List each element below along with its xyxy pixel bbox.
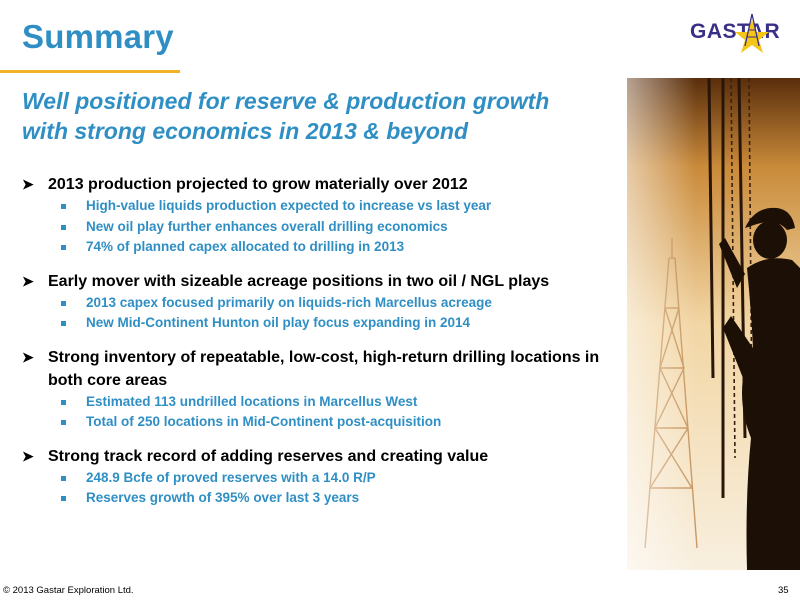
sub-bullet-item: Reserves growth of 395% over last 3 year… <box>22 488 622 509</box>
sub-bullet-text: 74% of planned capex allocated to drilli… <box>86 239 405 254</box>
square-bullet-icon <box>61 245 66 250</box>
slide-title: Summary <box>22 18 174 55</box>
sub-bullet-text: 248.9 Bcfe of proved reserves with a 14.… <box>86 469 376 485</box>
logo-star-icon <box>735 13 769 53</box>
sub-bullet-text: High-value liquids production expected t… <box>86 198 492 213</box>
company-logo: GASTAR <box>690 12 786 62</box>
sub-bullet-item: New Mid-Continent Hunton oil play focus … <box>22 313 622 334</box>
page-number: 35 <box>778 585 789 596</box>
title-accent-rule <box>0 70 180 73</box>
arrow-bullet-icon: ➤ <box>22 447 34 464</box>
sub-bullet-item: 74% of planned capex allocated to drilli… <box>22 237 622 258</box>
bullet-text: Strong inventory of repeatable, low-cost… <box>48 348 600 389</box>
bullet-text: Early mover with sizeable acreage positi… <box>48 272 550 290</box>
sub-bullet-text: New Mid-Continent Hunton oil play focus … <box>86 315 471 330</box>
arrow-bullet-icon: ➤ <box>22 348 34 365</box>
sub-bullet-list: 2013 capex focused primarily on liquids-… <box>22 293 622 334</box>
oil-rig-photo <box>627 78 800 570</box>
sub-bullet-item: 2013 capex focused primarily on liquids-… <box>22 293 622 314</box>
bullet-item: ➤ 2013 production projected to grow mate… <box>22 173 622 196</box>
bullet-text: 2013 production projected to grow materi… <box>48 176 468 193</box>
sub-bullet-item: New oil play further enhances overall dr… <box>22 217 622 238</box>
square-bullet-icon <box>61 420 66 425</box>
bullet-item: ➤ Strong track record of adding reserves… <box>22 445 622 468</box>
sub-bullet-item: 248.9 Bcfe of proved reserves with a 14.… <box>22 468 622 489</box>
sub-bullet-text: 2013 capex focused primarily on liquids-… <box>86 294 492 310</box>
sub-bullet-list: High-value liquids production expected t… <box>22 196 622 258</box>
sub-bullet-text: New oil play further enhances overall dr… <box>86 218 448 234</box>
arrow-bullet-icon: ➤ <box>22 272 34 289</box>
square-bullet-icon <box>61 224 66 230</box>
bullet-text: Strong track record of adding reserves a… <box>48 447 489 465</box>
sub-bullet-list: 248.9 Bcfe of proved reserves with a 14.… <box>22 468 622 509</box>
sub-bullet-item: High-value liquids production expected t… <box>22 196 622 217</box>
subtitle-line-2: with strong economics in 2013 & beyond <box>22 118 469 144</box>
sub-bullet-item: Total of 250 locations in Mid-Continent … <box>22 412 622 433</box>
square-bullet-icon <box>61 399 66 405</box>
sub-bullet-text: Total of 250 locations in Mid-Continent … <box>86 414 442 429</box>
square-bullet-icon <box>61 204 66 209</box>
square-bullet-icon <box>61 475 66 481</box>
sub-bullet-text: Reserves growth of 395% over last 3 year… <box>86 490 360 505</box>
square-bullet-icon <box>61 300 66 306</box>
square-bullet-icon <box>61 496 66 501</box>
square-bullet-icon <box>61 321 66 326</box>
footer-copyright: © 2013 Gastar Exploration Ltd. <box>3 585 134 596</box>
sub-bullet-item: Estimated 113 undrilled locations in Mar… <box>22 392 622 413</box>
bullet-list: ➤ 2013 production projected to grow mate… <box>22 173 622 521</box>
arrow-bullet-icon: ➤ <box>22 176 34 192</box>
sub-bullet-text: Estimated 113 undrilled locations in Mar… <box>86 393 418 409</box>
sub-bullet-list: Estimated 113 undrilled locations in Mar… <box>22 392 622 433</box>
subtitle-line-1: Well positioned for reserve & production… <box>22 88 550 114</box>
slide-subtitle: Well positioned for reserve & production… <box>22 86 622 146</box>
bullet-item: ➤ Strong inventory of repeatable, low-co… <box>22 346 622 392</box>
bullet-item: ➤ Early mover with sizeable acreage posi… <box>22 270 622 293</box>
